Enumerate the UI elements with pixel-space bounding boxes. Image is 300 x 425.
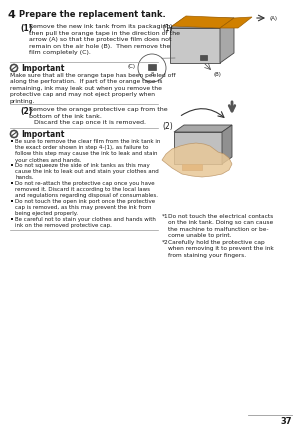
- Polygon shape: [174, 132, 222, 164]
- Text: *1: *1: [162, 214, 169, 219]
- Polygon shape: [172, 16, 234, 28]
- Bar: [11, 181, 13, 184]
- Text: Be sure to remove the clear film from the ink tank in
the exact order shown in s: Be sure to remove the clear film from th…: [15, 139, 160, 163]
- Bar: [148, 64, 156, 70]
- Polygon shape: [220, 17, 252, 28]
- Text: Do not re-attach the protective cap once you have
removed it. Discard it accordi: Do not re-attach the protective cap once…: [15, 181, 158, 198]
- Bar: [200, 55, 207, 60]
- Text: (2): (2): [162, 122, 173, 131]
- Text: (B): (B): [213, 72, 221, 77]
- Text: Carefully hold the protective cap
when removing it to prevent the ink
from stain: Carefully hold the protective cap when r…: [168, 240, 274, 258]
- Text: 37: 37: [280, 417, 292, 425]
- Bar: [182, 164, 202, 170]
- Text: Make sure that all the orange tape has been peeled off
along the perforation.  I: Make sure that all the orange tape has b…: [10, 73, 176, 104]
- Circle shape: [11, 131, 16, 136]
- Text: (1): (1): [20, 24, 32, 33]
- Polygon shape: [162, 143, 232, 177]
- Text: (C): (C): [128, 64, 136, 69]
- Circle shape: [11, 65, 16, 71]
- Polygon shape: [170, 28, 220, 63]
- Bar: [11, 199, 13, 201]
- Circle shape: [10, 64, 18, 72]
- Text: (2): (2): [20, 107, 32, 116]
- Text: Remove the orange protective cap from the
bottom of the ink tank.: Remove the orange protective cap from th…: [29, 107, 168, 119]
- Text: Do not squeeze the side of ink tanks as this may
cause the ink to leak out and s: Do not squeeze the side of ink tanks as …: [15, 162, 159, 180]
- Bar: [11, 218, 13, 219]
- Polygon shape: [174, 125, 232, 132]
- Circle shape: [138, 54, 166, 82]
- Text: Important: Important: [21, 130, 64, 139]
- Bar: [11, 164, 13, 165]
- Text: (A): (A): [270, 16, 278, 21]
- Polygon shape: [170, 18, 234, 28]
- Text: *2: *2: [162, 240, 169, 245]
- Bar: [11, 140, 13, 142]
- Text: Discard the cap once it is removed.: Discard the cap once it is removed.: [34, 120, 146, 125]
- Text: 4: 4: [8, 10, 16, 20]
- Text: Do not touch the electrical contacts
on the ink tank. Doing so can cause
the mac: Do not touch the electrical contacts on …: [168, 214, 273, 238]
- Text: 8: 8: [150, 72, 154, 77]
- Circle shape: [10, 130, 18, 138]
- Text: Remove the new ink tank from its packaging,
then pull the orange tape in the dir: Remove the new ink tank from its packagi…: [29, 24, 180, 55]
- Text: Be careful not to stain your clothes and hands with
ink on the removed protectiv: Be careful not to stain your clothes and…: [15, 216, 156, 228]
- Polygon shape: [220, 18, 234, 63]
- Text: Do not touch the open ink port once the protective
cap is removed, as this may p: Do not touch the open ink port once the …: [15, 198, 155, 216]
- Polygon shape: [222, 125, 232, 164]
- Text: Important: Important: [21, 64, 64, 73]
- Text: (1): (1): [162, 24, 173, 33]
- Text: Prepare the replacement tank.: Prepare the replacement tank.: [19, 10, 166, 19]
